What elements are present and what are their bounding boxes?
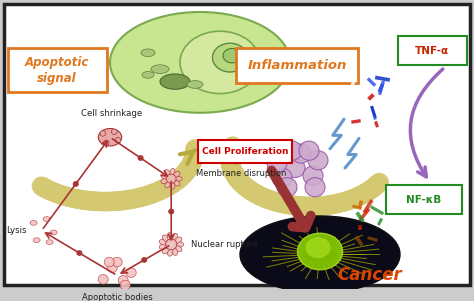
Ellipse shape (110, 12, 290, 113)
FancyBboxPatch shape (198, 140, 292, 163)
Ellipse shape (43, 217, 50, 222)
Ellipse shape (174, 176, 182, 181)
Circle shape (100, 131, 106, 136)
Circle shape (303, 166, 323, 185)
Circle shape (126, 268, 136, 278)
FancyBboxPatch shape (398, 36, 467, 65)
Circle shape (141, 257, 147, 263)
Ellipse shape (163, 247, 170, 254)
Ellipse shape (141, 49, 155, 57)
Text: Nuclear rupture: Nuclear rupture (191, 240, 258, 249)
Text: Membrane disruption: Membrane disruption (196, 169, 287, 178)
Circle shape (285, 158, 305, 178)
Ellipse shape (30, 220, 37, 225)
Text: Inflammation: Inflammation (247, 59, 346, 72)
Circle shape (111, 129, 117, 135)
Circle shape (299, 141, 319, 160)
Circle shape (168, 209, 174, 214)
FancyBboxPatch shape (4, 4, 470, 285)
Text: Cell Proliferation: Cell Proliferation (202, 147, 288, 156)
Circle shape (120, 280, 130, 290)
Ellipse shape (240, 216, 400, 293)
Text: NF-κB: NF-κB (406, 195, 442, 205)
Circle shape (165, 239, 177, 250)
Ellipse shape (187, 81, 203, 88)
Circle shape (137, 155, 144, 161)
Ellipse shape (98, 129, 122, 146)
Ellipse shape (159, 239, 168, 245)
Circle shape (107, 263, 117, 273)
Ellipse shape (175, 242, 183, 247)
Circle shape (277, 178, 297, 197)
Ellipse shape (173, 172, 180, 177)
Ellipse shape (173, 180, 180, 186)
Ellipse shape (151, 65, 169, 73)
Ellipse shape (174, 237, 182, 244)
Ellipse shape (161, 174, 168, 179)
Ellipse shape (46, 240, 53, 244)
Ellipse shape (142, 72, 154, 78)
Circle shape (267, 154, 287, 173)
Ellipse shape (159, 244, 168, 250)
Circle shape (291, 144, 311, 163)
Circle shape (76, 250, 82, 256)
Circle shape (272, 168, 292, 187)
Ellipse shape (167, 248, 173, 256)
Ellipse shape (298, 233, 343, 270)
Circle shape (112, 257, 122, 267)
Circle shape (308, 151, 328, 170)
Ellipse shape (50, 230, 57, 235)
Circle shape (98, 275, 108, 284)
Ellipse shape (223, 48, 241, 63)
Text: Cancer: Cancer (337, 266, 402, 284)
Circle shape (104, 257, 114, 267)
Text: Apoptotic bodies: Apoptotic bodies (82, 293, 153, 301)
Circle shape (73, 181, 79, 187)
Ellipse shape (170, 182, 175, 189)
Circle shape (282, 141, 302, 160)
FancyBboxPatch shape (8, 48, 107, 92)
Ellipse shape (165, 181, 171, 188)
Ellipse shape (160, 74, 190, 89)
FancyBboxPatch shape (236, 48, 358, 82)
Ellipse shape (172, 247, 178, 255)
Text: Lysis: Lysis (6, 226, 27, 235)
Circle shape (103, 140, 109, 146)
Ellipse shape (161, 178, 168, 184)
Text: TNF-α: TNF-α (415, 46, 449, 56)
Ellipse shape (174, 245, 182, 252)
Circle shape (115, 138, 121, 143)
Ellipse shape (167, 233, 173, 241)
Text: Cell shrinkage: Cell shrinkage (82, 109, 143, 118)
Ellipse shape (170, 169, 175, 176)
Ellipse shape (165, 169, 171, 176)
Ellipse shape (180, 31, 260, 94)
Text: Apoptotic
signal: Apoptotic signal (25, 56, 89, 85)
Circle shape (305, 178, 325, 197)
Circle shape (118, 275, 128, 285)
FancyBboxPatch shape (386, 185, 462, 214)
Ellipse shape (212, 43, 247, 72)
Ellipse shape (163, 235, 170, 242)
Circle shape (166, 174, 176, 183)
Ellipse shape (33, 238, 40, 243)
Ellipse shape (306, 237, 330, 258)
Ellipse shape (172, 233, 178, 241)
